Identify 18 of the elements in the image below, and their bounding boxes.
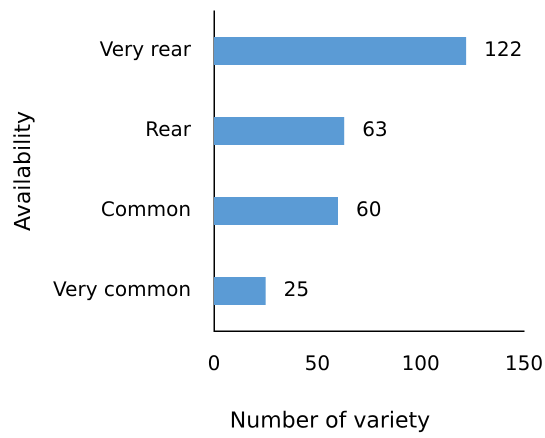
bar [214, 37, 466, 65]
y-tick-label: Common [100, 197, 191, 222]
y-tick-label: Very rear [100, 37, 192, 62]
x-tick-label: 50 [304, 351, 330, 376]
y-tick-label: Very common [53, 277, 191, 302]
data-label: 63 [362, 117, 388, 142]
bar [214, 117, 344, 145]
bar [214, 197, 338, 225]
x-axis-title: Number of variety [230, 408, 430, 434]
data-label: 122 [484, 37, 522, 62]
y-tick-label: Rear [145, 117, 192, 142]
bar [214, 277, 266, 305]
data-label: 25 [284, 277, 310, 302]
y-axis-title: Availability [10, 111, 36, 231]
x-tick-label: 100 [402, 351, 440, 376]
x-tick-label: 150 [504, 351, 544, 376]
x-tick-label: 0 [208, 351, 220, 376]
data-label: 60 [356, 197, 382, 222]
